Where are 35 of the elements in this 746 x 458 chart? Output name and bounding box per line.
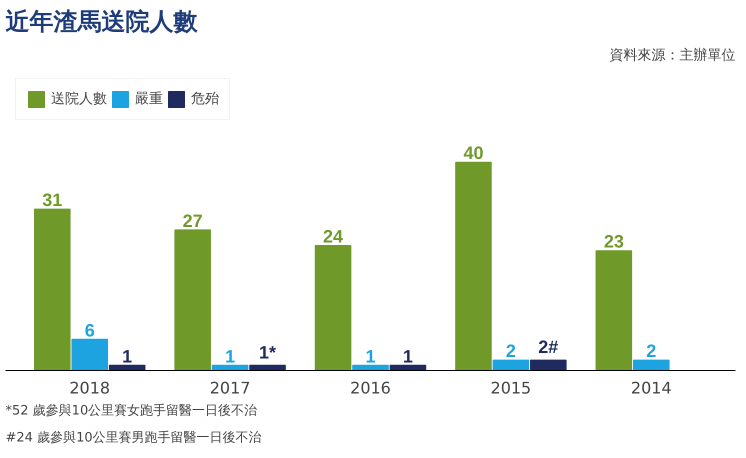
bar bbox=[632, 360, 670, 370]
chart-title: 近年渣馬送院人數 bbox=[6, 8, 198, 36]
data-label: 2 bbox=[506, 341, 516, 362]
bar bbox=[455, 162, 492, 370]
data-label: 27 bbox=[182, 210, 203, 231]
bar bbox=[596, 250, 632, 370]
data-label: 1 bbox=[225, 346, 236, 366]
bar bbox=[314, 245, 352, 370]
bar bbox=[530, 360, 567, 370]
bar bbox=[174, 229, 211, 370]
data-label: 2 bbox=[646, 341, 656, 362]
x-tick-label: 2017 bbox=[210, 378, 250, 398]
data-label: 2# bbox=[538, 337, 558, 358]
bar bbox=[71, 338, 108, 370]
legend-label: 危殆 bbox=[191, 90, 219, 108]
x-tick-label: 2015 bbox=[490, 378, 532, 398]
x-tick-label: 2018 bbox=[69, 378, 110, 398]
x-tick-label: 2014 bbox=[630, 378, 672, 398]
x-tick-label: 2016 bbox=[350, 378, 391, 398]
data-label: 24 bbox=[323, 226, 344, 247]
source-note: 資料來源：主辦單位 bbox=[610, 48, 736, 64]
legend-label: 嚴重 bbox=[135, 90, 163, 108]
data-label: 1 bbox=[365, 346, 376, 366]
data-label: 1 bbox=[402, 346, 413, 366]
data-label: 31 bbox=[42, 190, 62, 210]
data-label: 6 bbox=[84, 320, 95, 340]
data-label: 1* bbox=[259, 342, 276, 362]
bar bbox=[492, 360, 530, 370]
text: *52 歲參與10公里賽女跑手留醫一日後不治 bbox=[6, 404, 258, 418]
data-label: 23 bbox=[604, 232, 624, 252]
bar bbox=[34, 208, 71, 370]
legend-label: 送院人數 bbox=[51, 90, 107, 108]
data-label: 40 bbox=[463, 143, 484, 164]
data-label: 1 bbox=[122, 346, 132, 366]
text: #24 歲參與10公里賽男跑手留醫一日後不治 bbox=[6, 430, 262, 446]
